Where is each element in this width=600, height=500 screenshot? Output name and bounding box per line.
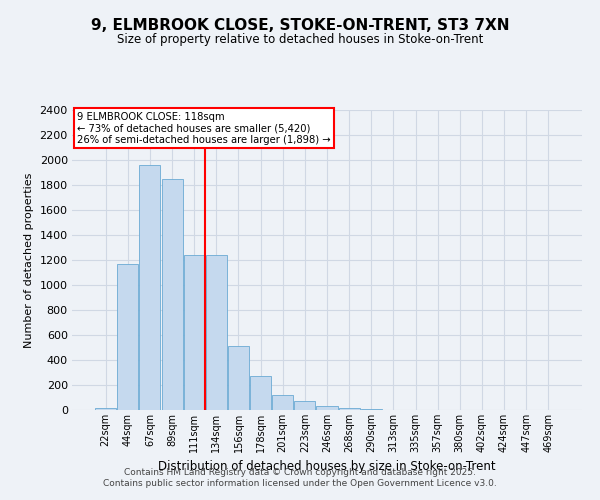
Bar [250,376,271,410]
Y-axis label: Number of detached properties: Number of detached properties [24,172,34,348]
Bar [228,346,249,410]
X-axis label: Distribution of detached houses by size in Stoke-on-Trent: Distribution of detached houses by size … [158,460,496,473]
Bar [295,401,316,410]
Bar [338,408,359,410]
Bar [184,255,205,410]
Bar [272,395,293,410]
Text: 9 ELMBROOK CLOSE: 118sqm
← 73% of detached houses are smaller (5,420)
26% of sem: 9 ELMBROOK CLOSE: 118sqm ← 73% of detach… [77,112,331,144]
Bar [206,255,227,410]
Bar [139,165,160,410]
Text: 9, ELMBROOK CLOSE, STOKE-ON-TRENT, ST3 7XN: 9, ELMBROOK CLOSE, STOKE-ON-TRENT, ST3 7… [91,18,509,32]
Bar [118,264,139,410]
Bar [316,406,338,410]
Text: Contains HM Land Registry data © Crown copyright and database right 2025.
Contai: Contains HM Land Registry data © Crown c… [103,468,497,487]
Bar [95,408,116,410]
Bar [161,179,182,410]
Text: Size of property relative to detached houses in Stoke-on-Trent: Size of property relative to detached ho… [117,32,483,46]
